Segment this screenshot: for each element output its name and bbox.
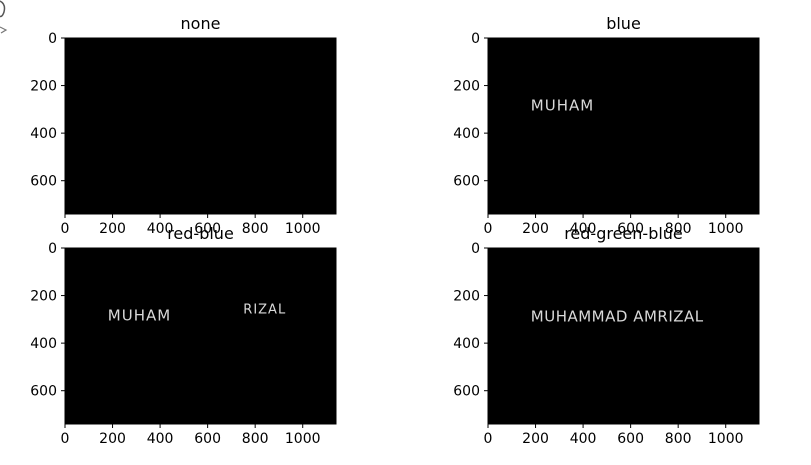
image-area	[488, 248, 759, 424]
axes-frame	[64, 247, 337, 425]
cropped-arrow-icon	[0, 26, 8, 34]
image-stroke-text: RIZAL	[243, 302, 286, 317]
y-tick-label: 200	[453, 79, 480, 95]
y-tick-label: 600	[453, 174, 480, 190]
axes-frame	[64, 37, 337, 215]
image-area	[488, 38, 759, 214]
image-stroke-text: MUHAMMAD AMRIZAL	[531, 308, 704, 326]
y-tick-label: 0	[471, 241, 480, 257]
y-tick-label: 600	[30, 384, 57, 400]
y-tick-label: 600	[453, 384, 480, 400]
x-tick-label: 400	[570, 221, 597, 237]
x-tick-label: 400	[147, 431, 174, 447]
x-tick-label: 1000	[708, 221, 744, 237]
cropped-corner-icon	[0, 0, 6, 18]
y-tick-label: 0	[48, 241, 57, 257]
axes-frame	[487, 247, 760, 425]
subplot-title: red-blue	[167, 224, 234, 243]
x-tick-label: 1000	[708, 431, 744, 447]
subplot-title: none	[181, 14, 221, 33]
x-tick-label: 800	[665, 431, 692, 447]
image-area	[65, 38, 336, 214]
subplot-title: blue	[606, 14, 641, 33]
y-tick-label: 400	[453, 126, 480, 142]
y-tick-label: 200	[30, 289, 57, 305]
x-tick-label: 0	[61, 221, 70, 237]
y-tick-label: 400	[30, 126, 57, 142]
y-tick-label: 200	[30, 79, 57, 95]
x-tick-label: 200	[522, 431, 549, 447]
y-tick-label: 600	[30, 174, 57, 190]
subplot-3: MUHAM RIZAL red-blue 0 200 400 600 800 1000 0 200 4…	[30, 224, 337, 447]
y-tick-label: 0	[48, 31, 57, 47]
x-tick-label: 0	[484, 431, 493, 447]
x-tick-label: 200	[99, 221, 126, 237]
x-tick-label: 600	[194, 431, 221, 447]
x-tick-label: 600	[617, 431, 644, 447]
axes-frame	[487, 37, 760, 215]
x-tick-label: 0	[484, 221, 493, 237]
subplot-2: MUHAM blue 0 200 400 600 800 1000 0 200 400 600	[453, 14, 760, 237]
y-tick-label: 400	[30, 336, 57, 352]
image-area	[65, 248, 336, 424]
image-stroke-text: MUHAM	[108, 307, 171, 325]
x-tick-label: 1000	[285, 221, 321, 237]
y-tick-label: 0	[471, 31, 480, 47]
y-tick-label: 200	[453, 289, 480, 305]
x-tick-label: 200	[522, 221, 549, 237]
x-tick-label: 200	[99, 431, 126, 447]
x-tick-label: 0	[61, 431, 70, 447]
subplot-4: MUHAMMAD AMRIZAL red-green-blue 0 200 400 600…	[453, 224, 760, 447]
y-tick-label: 400	[453, 336, 480, 352]
x-tick-label: 800	[242, 431, 269, 447]
x-tick-label: 1000	[285, 431, 321, 447]
x-tick-label: 600	[194, 221, 221, 237]
x-tick-label: 800	[665, 221, 692, 237]
x-tick-label: 400	[570, 431, 597, 447]
subplot-title: red-green-blue	[564, 224, 683, 243]
x-tick-label: 600	[617, 221, 644, 237]
x-tick-label: 800	[242, 221, 269, 237]
x-tick-label: 400	[147, 221, 174, 237]
subplot-1: none 0 200 400 600 800 1000 0 200 400 600	[30, 14, 337, 237]
image-stroke-text: MUHAM	[531, 97, 594, 115]
